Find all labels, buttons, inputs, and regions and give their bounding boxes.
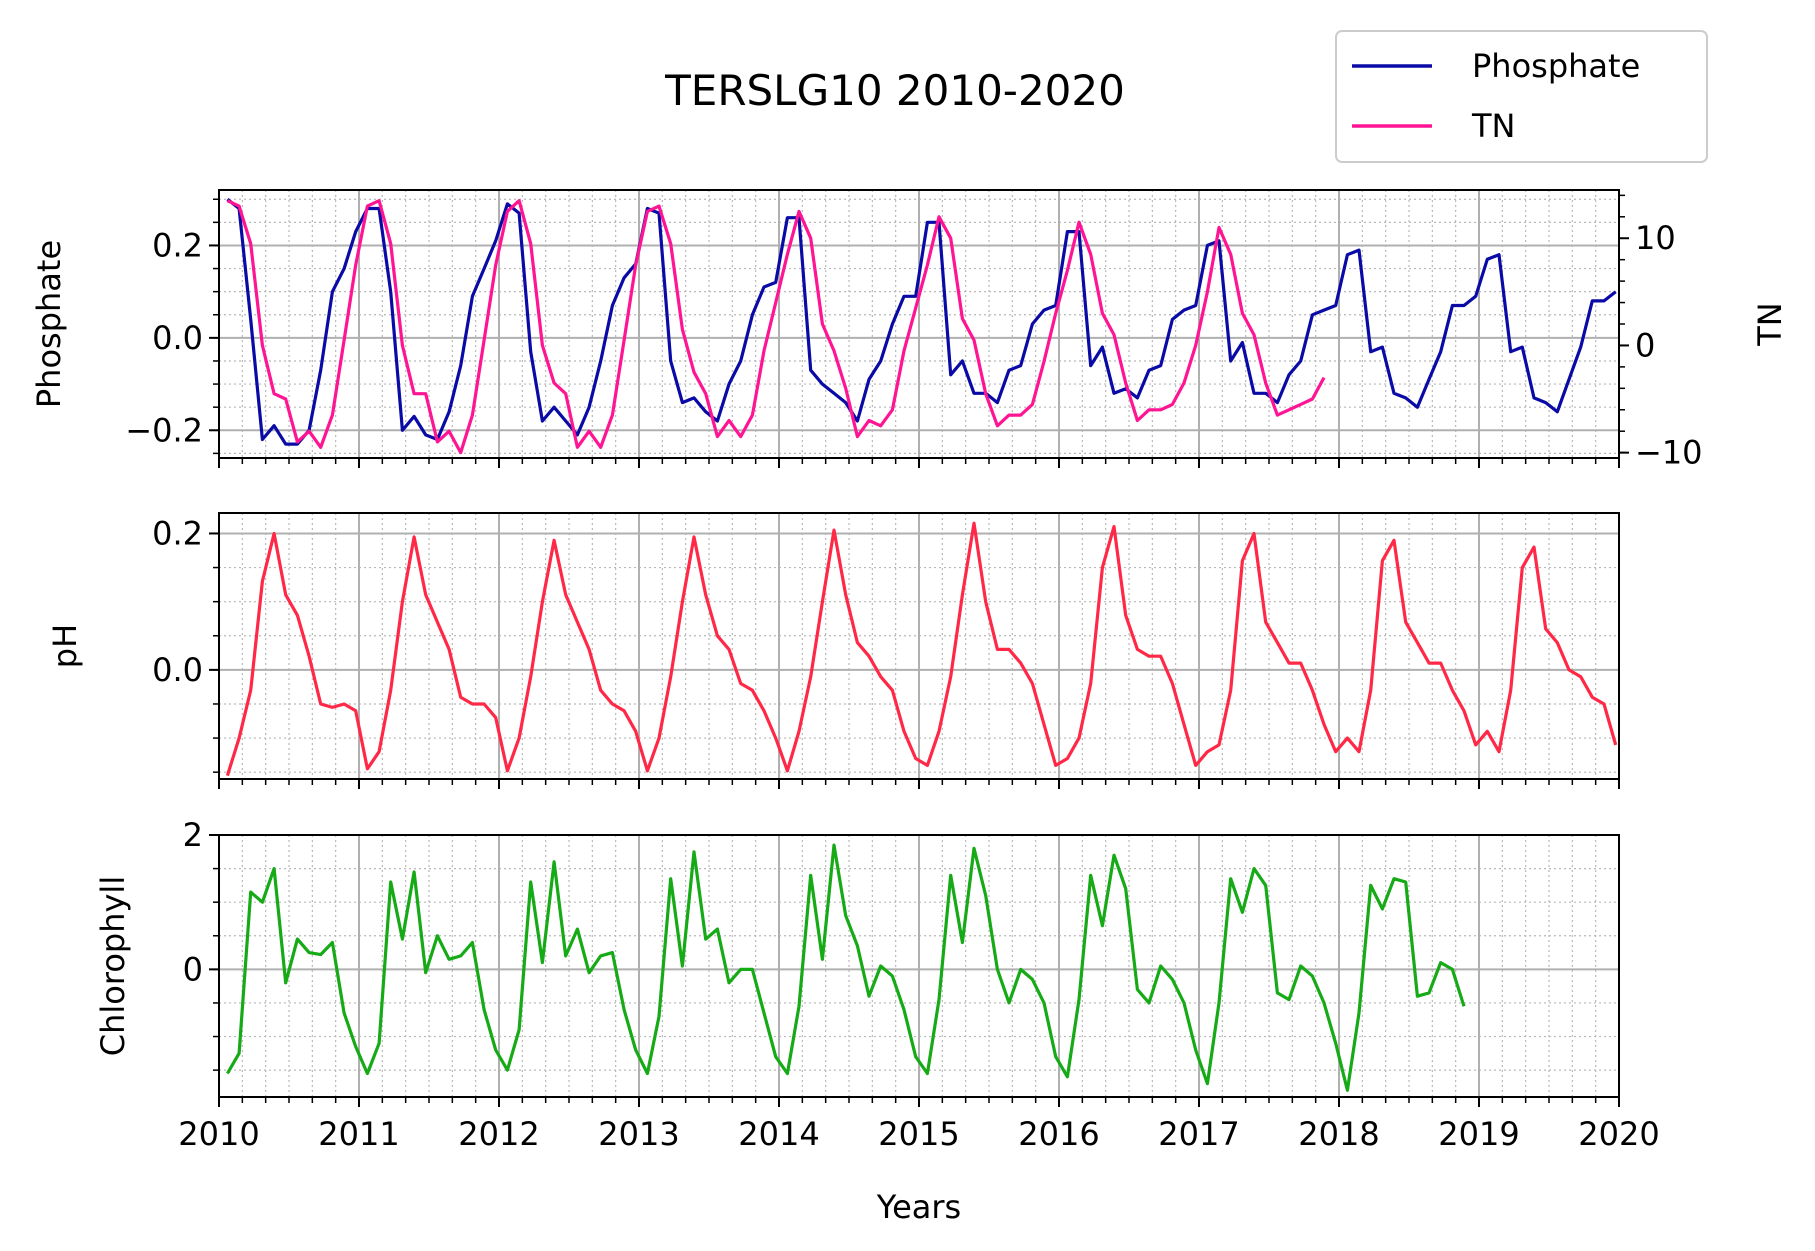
right-axis-label: TN bbox=[1751, 302, 1789, 346]
panel-frame bbox=[218, 834, 1620, 1098]
series-line-ph bbox=[225, 521, 1618, 777]
y-tick-label: 0.0 bbox=[152, 651, 203, 689]
x-tick-label: 2017 bbox=[1158, 1115, 1239, 1153]
y-tick-label: 0.0 bbox=[152, 319, 203, 357]
y-tick-label: 0.2 bbox=[152, 514, 203, 552]
right-tick-label: −10 bbox=[1635, 434, 1703, 472]
panel-1: 0.0 0.2 pH bbox=[46, 512, 1620, 789]
chart-panels: −0.2 0.0 0.2 −10 0 10 TN Phosphate 0.0 0.2 pH 0 2 201… bbox=[30, 189, 1789, 1153]
series-line-tn bbox=[226, 199, 1326, 455]
y-tick-label: 0.2 bbox=[152, 226, 203, 264]
legend-label: Phosphate bbox=[1472, 47, 1640, 85]
x-tick-label: 2012 bbox=[458, 1115, 539, 1153]
panel-2: 0 2 2010 2011 2012 2013 2014 2015 2016 2017 2018 20… bbox=[94, 816, 1660, 1153]
x-tick-label: 2018 bbox=[1298, 1115, 1379, 1153]
series-line-chlorophyll bbox=[226, 843, 1466, 1092]
right-tick-label: 10 bbox=[1635, 219, 1676, 257]
panel-frame bbox=[218, 512, 1620, 780]
x-tick-label: 2010 bbox=[178, 1115, 259, 1153]
chart-legend: Phosphate TN bbox=[1335, 30, 1708, 163]
y-axis-label: pH bbox=[46, 624, 84, 668]
series-line-phosphate bbox=[226, 197, 1617, 446]
x-tick-label: 2016 bbox=[1018, 1115, 1099, 1153]
legend-box bbox=[1335, 30, 1708, 163]
x-tick-label: 2020 bbox=[1578, 1115, 1659, 1153]
x-tick-label: 2011 bbox=[318, 1115, 399, 1153]
y-tick-label: 0 bbox=[183, 950, 203, 988]
legend-label: TN bbox=[1471, 107, 1515, 145]
right-tick-label: 0 bbox=[1635, 326, 1655, 364]
y-axis-label: Chlorophyll bbox=[94, 876, 132, 1056]
y-tick-label: 2 bbox=[183, 816, 203, 854]
x-tick-label: 2013 bbox=[598, 1115, 679, 1153]
x-tick-label: 2014 bbox=[738, 1115, 819, 1153]
x-tick-label: 2019 bbox=[1438, 1115, 1519, 1153]
x-axis-label: Years bbox=[876, 1188, 961, 1226]
panel-frame bbox=[218, 189, 1620, 459]
x-tick-label: 2015 bbox=[878, 1115, 959, 1153]
y-axis-label: Phosphate bbox=[30, 240, 68, 408]
y-tick-label: −0.2 bbox=[125, 411, 203, 449]
chart-title: TERSLG10 2010-2020 bbox=[664, 66, 1125, 115]
panel-0: −0.2 0.0 0.2 −10 0 10 TN Phosphate bbox=[30, 189, 1789, 472]
